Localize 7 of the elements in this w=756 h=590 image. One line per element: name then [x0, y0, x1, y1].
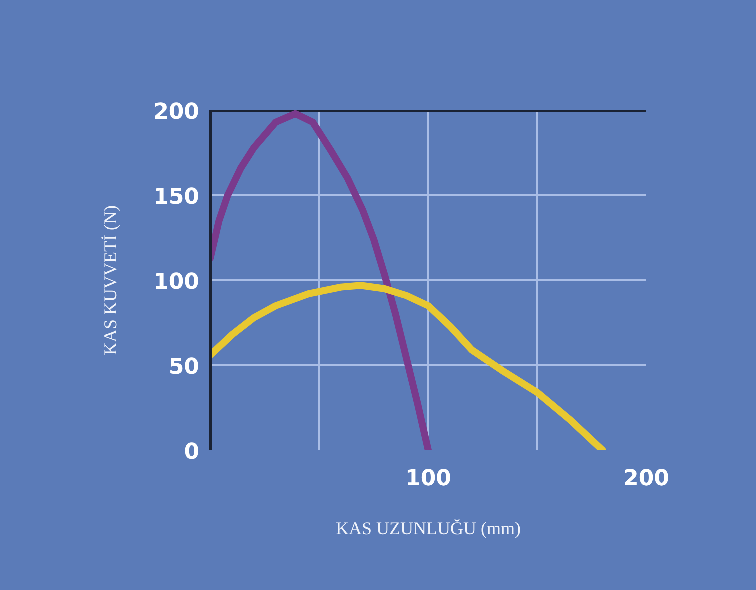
y-tick-label: 100: [154, 270, 200, 295]
y-axis-title: KAS KUVVETİ (N): [100, 206, 121, 356]
y-tick-label: 50: [168, 355, 200, 380]
y-tick-label: 150: [154, 185, 200, 210]
y-tick-label: 0: [184, 440, 200, 465]
x-axis-title: KAS UZUNLUĞU (mm): [336, 518, 521, 538]
y-tick-label: 200: [154, 100, 200, 125]
